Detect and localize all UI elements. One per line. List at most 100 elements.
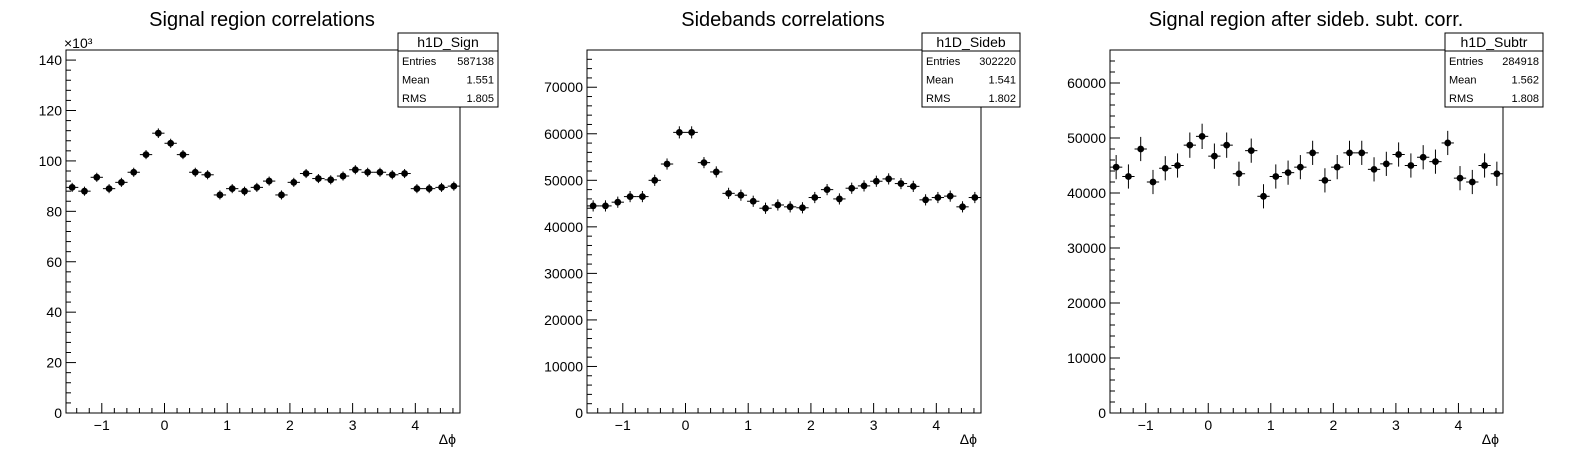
y-tick-label: 120 — [39, 103, 63, 119]
point-marker — [946, 192, 954, 200]
stats-value: 1.808 — [1511, 93, 1539, 105]
data-point — [263, 176, 276, 186]
stats-value: 1.802 — [988, 93, 1016, 105]
point-marker — [626, 193, 634, 200]
point-marker — [241, 187, 248, 195]
point-marker — [1247, 147, 1255, 155]
point-marker — [401, 170, 408, 177]
point-marker — [959, 203, 966, 211]
data-point — [759, 202, 772, 214]
stats-box-frame — [1444, 32, 1544, 108]
data-point — [213, 190, 227, 200]
data-point — [226, 184, 239, 194]
data-point — [1355, 140, 1368, 165]
x-tick-label: 4 — [1455, 417, 1463, 433]
data-point — [423, 184, 436, 194]
y-tick-label: 30000 — [1067, 240, 1106, 256]
x-tick-label: 2 — [286, 417, 294, 433]
data-point — [1232, 161, 1246, 186]
point-marker — [253, 183, 261, 191]
point-marker — [1284, 169, 1292, 177]
stats-label: Mean — [402, 75, 430, 87]
stats-box-frame — [397, 32, 499, 108]
data-point — [1134, 136, 1147, 162]
data-point — [833, 193, 846, 205]
data-point — [599, 200, 612, 212]
point-marker — [1223, 141, 1231, 149]
data-point — [784, 201, 797, 213]
data-point — [299, 168, 313, 179]
point-marker — [278, 191, 285, 199]
point-marker — [315, 175, 322, 182]
point-marker — [105, 185, 113, 193]
point-marker — [388, 171, 396, 179]
chart-title: Signal region correlations — [149, 9, 375, 31]
data-point — [312, 174, 325, 184]
stats-box: h1D_Sideb Entries 302220 Mean 1.541 RMS 1.802 — [921, 32, 1021, 108]
point-marker — [971, 194, 979, 201]
data-point — [1294, 155, 1307, 180]
point-marker — [602, 202, 609, 210]
point-marker — [265, 177, 273, 185]
data-point — [1441, 130, 1454, 156]
y-tick-label: 40 — [46, 304, 62, 320]
y-tick-label: 0 — [1098, 405, 1106, 421]
data-point — [127, 167, 140, 177]
data-point — [1159, 156, 1172, 181]
point-marker — [1198, 132, 1206, 140]
stats-label: Entries — [926, 56, 961, 68]
point-marker — [290, 178, 298, 186]
point-marker — [922, 196, 929, 204]
x-tick-label: −1 — [1138, 417, 1154, 433]
y-tick-label: 50000 — [544, 172, 583, 188]
point-marker — [130, 168, 138, 176]
y-tick-label: 10000 — [1067, 350, 1106, 366]
x-tick-label: −1 — [615, 417, 631, 433]
data-point — [201, 170, 214, 180]
stats-label: RMS — [926, 93, 950, 105]
y-tick-label: 10000 — [544, 358, 583, 374]
data-point — [623, 191, 637, 203]
point-marker — [762, 204, 769, 212]
data-point — [78, 186, 91, 196]
data-point — [660, 158, 674, 170]
data-point — [956, 201, 969, 213]
point-marker — [1174, 162, 1181, 169]
data-point — [747, 195, 760, 207]
x-tick-label: 4 — [932, 417, 940, 433]
data-point — [1122, 164, 1135, 189]
point-marker — [228, 185, 236, 193]
point-marker — [1370, 165, 1378, 173]
point-marker — [749, 197, 757, 205]
point-marker — [700, 159, 708, 167]
data-point — [1220, 132, 1233, 158]
x-tick-label: 3 — [870, 417, 878, 433]
stats-value: 1.551 — [466, 75, 494, 87]
data-point — [1429, 149, 1442, 174]
y-tick-label: 60000 — [1067, 75, 1106, 91]
point-marker — [204, 171, 211, 179]
stats-box: h1D_Subtr Entries 284918 Mean 1.562 RMS 1.808 — [1444, 32, 1544, 108]
point-marker — [1493, 170, 1501, 178]
point-marker — [1186, 141, 1194, 149]
stats-box: h1D_Sign Entries 587138 Mean 1.551 RMS 1.805 — [397, 32, 499, 108]
data-point — [1453, 166, 1467, 191]
stats-label: RMS — [402, 93, 426, 105]
y-tick-label: 0 — [575, 405, 583, 421]
point-marker — [885, 175, 893, 183]
point-marker — [351, 166, 359, 174]
stats-label: Entries — [402, 56, 437, 68]
point-marker — [639, 193, 646, 200]
data-point — [1466, 169, 1479, 195]
point-marker — [799, 204, 806, 212]
data-point — [90, 172, 103, 182]
point-marker — [339, 172, 347, 180]
stats-title: h1D_Subtr — [1461, 34, 1528, 50]
point-marker — [737, 191, 745, 199]
data-point — [636, 191, 649, 203]
data-point — [386, 170, 399, 180]
point-marker — [1321, 176, 1329, 184]
point-marker — [811, 194, 819, 201]
point-marker — [909, 182, 917, 190]
data-point — [164, 138, 177, 148]
